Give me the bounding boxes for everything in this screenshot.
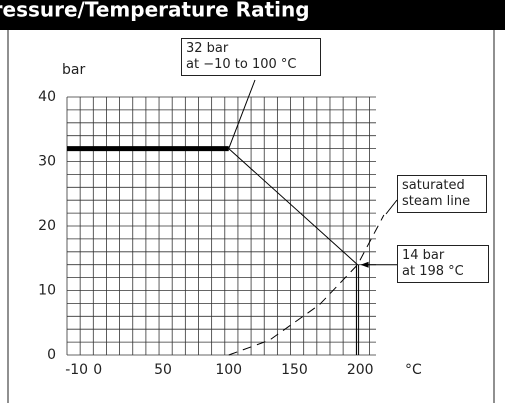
x-tick-label: 0 — [93, 362, 102, 378]
y-tick-label: 40 — [38, 89, 56, 105]
x-axis-label: °C — [405, 362, 422, 378]
leader — [228, 79, 256, 149]
y-tick-label: 20 — [38, 218, 56, 234]
x-tick-label: 50 — [154, 362, 172, 378]
y-tick-label: 0 — [47, 347, 56, 363]
x-tick-label: 150 — [281, 362, 308, 378]
legend-entry: saturated steam line — [397, 175, 487, 213]
arrowhead — [360, 261, 369, 268]
header-title: Pressure/Temperature Rating — [0, 0, 310, 22]
annotation: 14 bar at 198 °C — [397, 245, 489, 283]
line-series — [228, 214, 385, 356]
leader — [385, 199, 398, 215]
x-tick-label: 100 — [215, 362, 242, 378]
x-tick-label: -10 — [65, 362, 88, 378]
header-bar — [0, 0, 505, 30]
y-tick-label: 10 — [38, 283, 56, 299]
y-tick-label: 30 — [38, 154, 56, 170]
y-axis-label: bar — [62, 62, 85, 78]
annotation: 32 bar at −10 to 100 °C — [181, 38, 321, 76]
line-series — [228, 148, 358, 266]
x-tick-label: 200 — [347, 362, 374, 378]
